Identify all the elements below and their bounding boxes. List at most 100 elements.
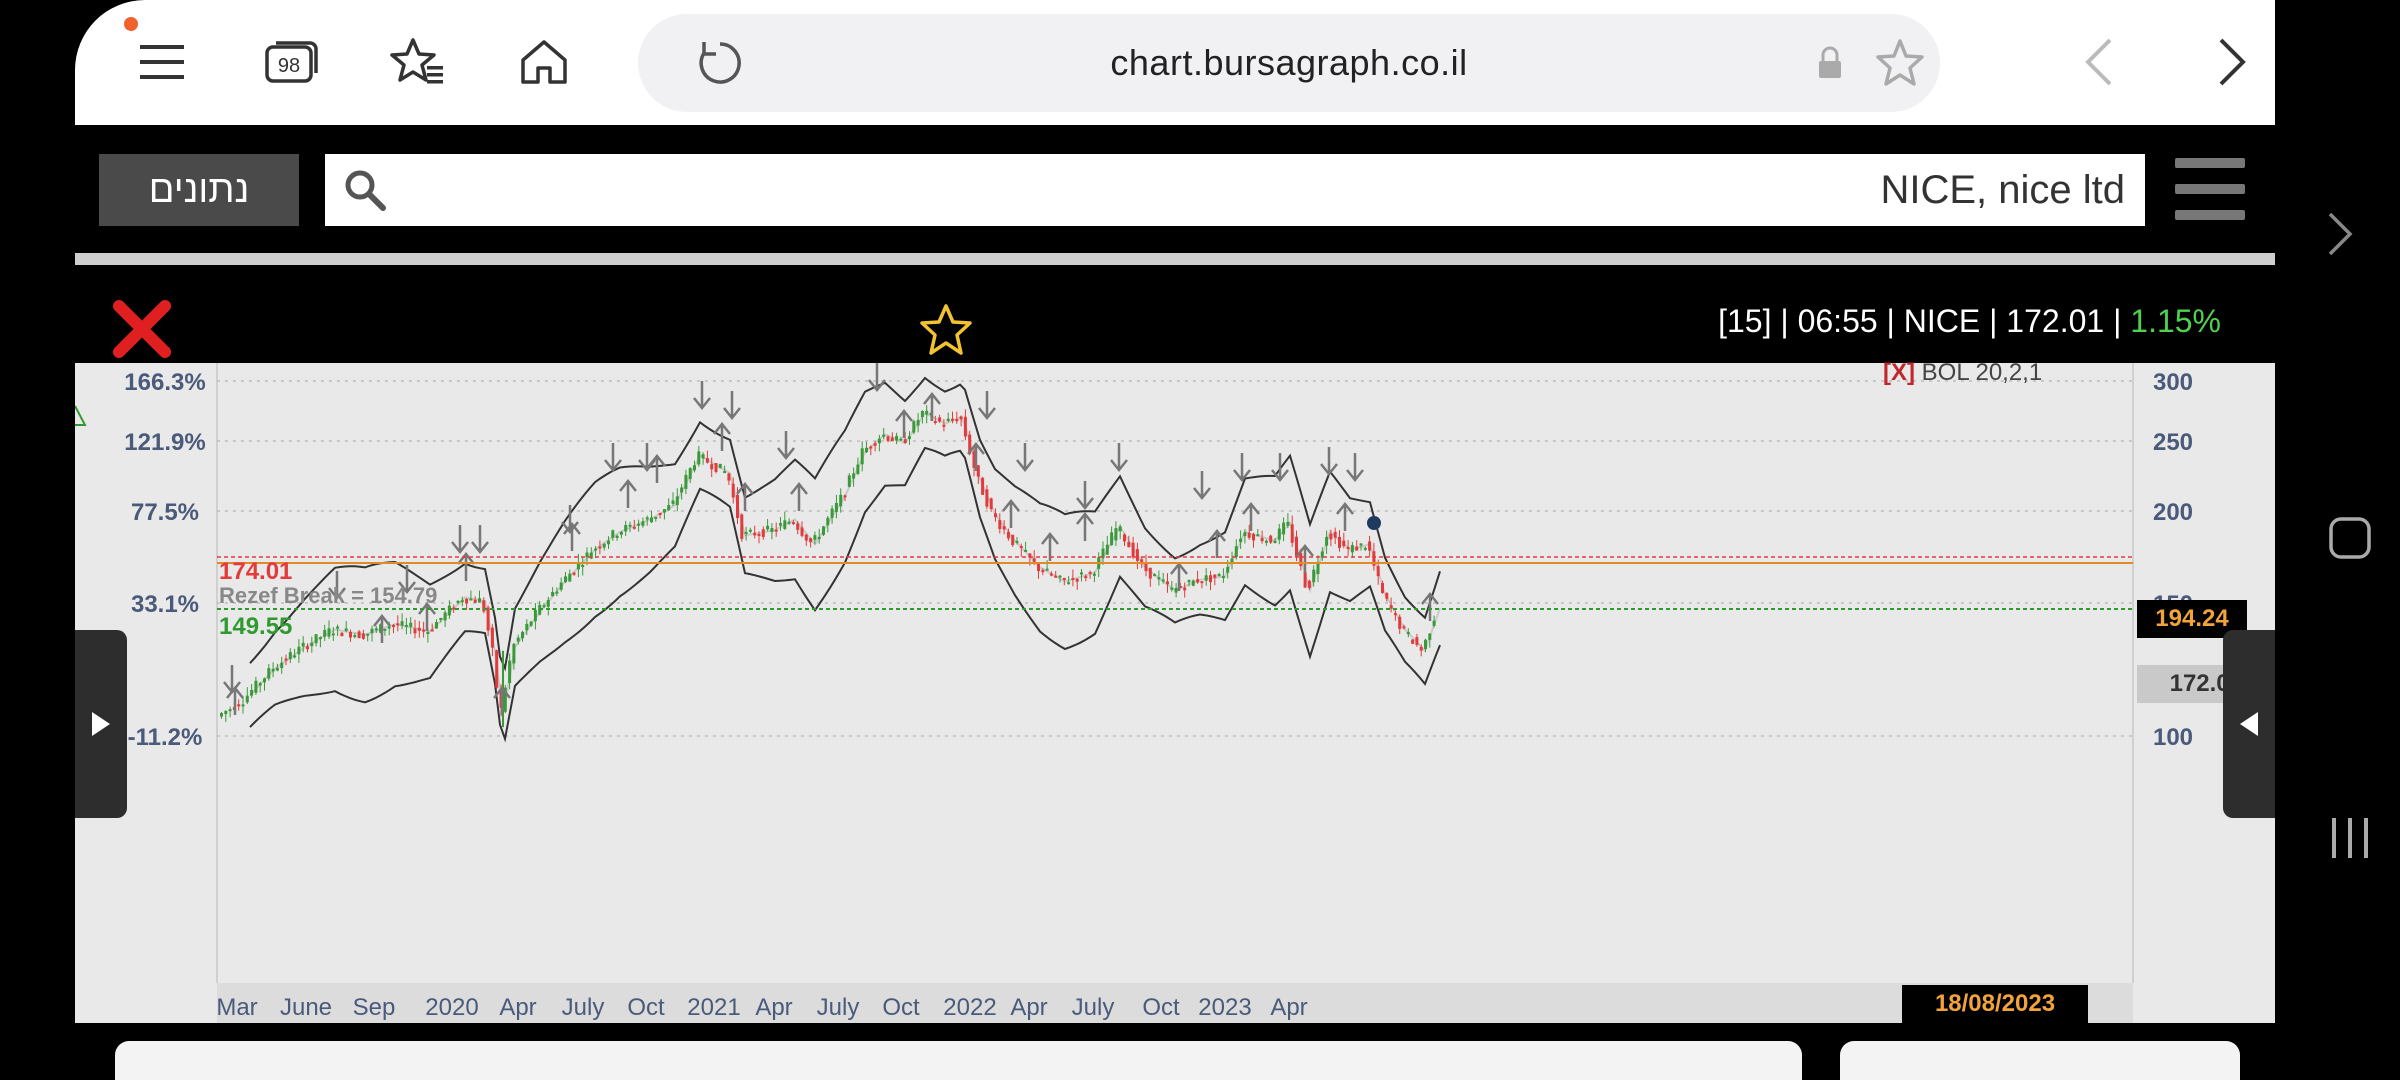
candle-body (688, 468, 692, 480)
candle-body (989, 498, 993, 510)
indicator-close[interactable]: [X] (1883, 359, 1915, 386)
candle-body (916, 420, 920, 426)
chart-area[interactable]: 300250200150100166.3%121.9%77.5%33.1%-11… (75, 359, 2275, 1023)
candle-body (834, 502, 838, 512)
content-card-left[interactable] (115, 1041, 1802, 1080)
candle-body (968, 434, 972, 454)
up-arrow (493, 685, 511, 715)
candle-body (1282, 522, 1286, 535)
candle-body (1153, 574, 1157, 577)
down-arrow (777, 431, 795, 461)
candle-body (1037, 564, 1040, 572)
home-nav-icon[interactable] (2328, 516, 2372, 565)
candle-body (1011, 534, 1015, 546)
candle-body (271, 668, 275, 672)
content-card-right[interactable] (1840, 1041, 2240, 1080)
back-arrow-icon[interactable] (2067, 30, 2131, 94)
candle-body (1157, 577, 1161, 580)
candle-body (624, 524, 628, 532)
url-text[interactable]: chart.bursagraph.co.il (1110, 42, 1468, 83)
browser-screen: 98 chart.bursagraph.co.il (75, 0, 2275, 1080)
candle-body (1355, 546, 1359, 551)
candle-body (340, 632, 344, 637)
candle-body (654, 516, 658, 519)
candle-body (1230, 558, 1234, 563)
candle-body (331, 633, 335, 636)
up-arrow (457, 551, 475, 581)
header-divider (75, 253, 2275, 265)
support-label: 149.55 (219, 613, 292, 640)
candle-body (1385, 593, 1389, 599)
tabs-icon[interactable]: 98 (260, 30, 324, 94)
candle-body (697, 451, 701, 465)
search-input[interactable] (395, 154, 2125, 226)
candle-body (1325, 536, 1329, 546)
candle-body (1204, 575, 1208, 581)
candle-body (564, 576, 567, 583)
candle-body (409, 622, 413, 627)
band-upper (249, 376, 1441, 672)
candle-body (361, 633, 365, 639)
candle-body (740, 514, 744, 539)
candle-body (1006, 531, 1010, 539)
candle-body (1123, 534, 1126, 542)
bookmarks-icon[interactable] (385, 30, 449, 94)
candle-body (1114, 528, 1118, 541)
candle-body (559, 582, 563, 590)
candle-body (1178, 586, 1182, 589)
close-icon[interactable] (113, 300, 171, 363)
candle-body (568, 573, 572, 582)
search-icon[interactable] (343, 168, 387, 217)
site-menu-icon[interactable] (2175, 158, 2245, 220)
reload-icon[interactable] (688, 31, 752, 95)
address-bar[interactable]: chart.bursagraph.co.il (638, 14, 1940, 112)
candle-body (615, 535, 619, 538)
candle-body (284, 658, 288, 661)
home-icon[interactable] (512, 30, 576, 94)
left-axis-tick: 166.3% (124, 369, 205, 396)
up-arrow (1336, 501, 1354, 531)
recents-nav-icon[interactable] (2330, 816, 2370, 865)
nav-expand-icon[interactable] (2326, 210, 2354, 263)
forward-arrow-icon[interactable] (2200, 30, 2264, 94)
browser-toolbar: 98 chart.bursagraph.co.il (75, 0, 2275, 125)
down-arrow (723, 391, 741, 421)
candle-body (452, 607, 456, 610)
candle-body (619, 531, 623, 535)
candle-body (525, 623, 529, 631)
candle-body (1049, 573, 1053, 576)
candle-body (890, 437, 894, 442)
favorite-star-icon[interactable] (1868, 31, 1932, 95)
menu-icon[interactable] (130, 30, 194, 94)
price-chart[interactable]: 300250200150100166.3%121.9%77.5%33.1%-11… (75, 363, 2275, 1023)
candle-body (779, 523, 782, 526)
candle-body (533, 609, 537, 622)
lock-icon[interactable] (1798, 31, 1862, 95)
candle-body (314, 634, 318, 644)
candle-body (220, 713, 223, 717)
candle-body (1084, 576, 1088, 579)
candle-body (869, 446, 873, 449)
candle-body (473, 599, 477, 603)
data-button[interactable]: נתונים (99, 154, 299, 226)
candle-body (761, 529, 765, 537)
candle-body (1092, 573, 1096, 576)
x-axis-tick: Mar (216, 994, 257, 1021)
up-arrow (226, 685, 244, 715)
candle-body (426, 631, 430, 634)
up-arrow (563, 521, 581, 551)
search-box[interactable] (325, 154, 2145, 226)
right-panel-toggle[interactable] (2223, 630, 2275, 818)
candle-body (1411, 639, 1415, 644)
indicator-legend[interactable]: [X] BOL 20,2,1 (1883, 359, 2042, 387)
candle-body (1406, 632, 1410, 635)
watchlist-star-icon[interactable] (917, 302, 975, 363)
candle-body (611, 530, 615, 538)
candle-body (258, 683, 262, 686)
left-panel-toggle[interactable] (75, 630, 127, 818)
candle-body (1299, 552, 1303, 567)
candle-body (482, 600, 486, 612)
break-label: Rezef Break = 154.79 (219, 583, 437, 608)
candle-body (1243, 532, 1247, 537)
candle-body (469, 598, 473, 601)
